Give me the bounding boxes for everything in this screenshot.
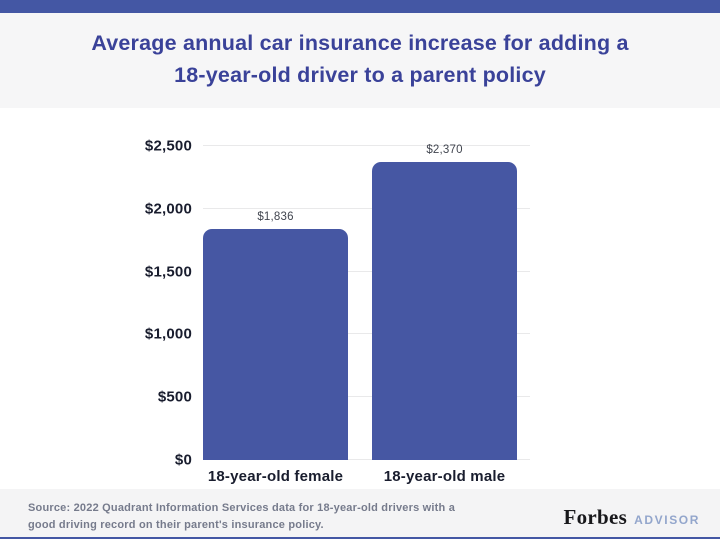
- x-category-label: 18-year-old female: [207, 468, 344, 485]
- bar-2: [372, 162, 517, 460]
- gridline: [203, 207, 530, 209]
- chart-title-line-2: 18-year-old driver to a parent policy: [174, 62, 546, 87]
- chart-header: Average annual car insurance increase fo…: [0, 13, 720, 108]
- gridline: [203, 396, 530, 398]
- y-tick-label: $2,000: [144, 200, 192, 218]
- y-tick-label: $2,500: [144, 137, 192, 155]
- gridline: [203, 459, 530, 460]
- y-tick-label: $1,000: [144, 325, 192, 343]
- forbes-wordmark: Forbes: [563, 505, 628, 529]
- x-axis: 18-year-old female 18-year-old male: [203, 468, 530, 490]
- plot-area: $1,836 $2,370: [203, 144, 530, 460]
- top-accent-bar: [0, 0, 720, 14]
- bar-value-label: $2,370: [426, 144, 463, 157]
- advisor-wordmark: ADVISOR: [634, 513, 700, 527]
- source-line-2: good driving record on their parent's in…: [28, 519, 324, 531]
- y-tick-label: $0: [174, 451, 192, 469]
- gridline: [203, 270, 530, 272]
- bottom-accent-bar: [0, 537, 720, 539]
- chart-title-line-1: Average annual car insurance increase fo…: [91, 30, 629, 55]
- y-tick-label: $1,500: [144, 263, 192, 281]
- gridline: [203, 145, 530, 146]
- bar-1: [203, 229, 348, 460]
- source-note: Source: 2022 Quadrant Information Servic…: [28, 500, 455, 534]
- y-tick-label: $500: [157, 388, 192, 406]
- x-category-label: 18-year-old male: [383, 468, 506, 485]
- source-line-1: Source: 2022 Quadrant Information Servic…: [28, 502, 456, 514]
- bar-chart: $0 $500 $1,000 $1,500 $2,000 $2,500 $1,836 $2,…: [0, 108, 720, 489]
- y-axis: $0 $500 $1,000 $1,500 $2,000 $2,500: [0, 138, 192, 469]
- forbes-advisor-logo: Forbes ADVISOR: [564, 505, 701, 530]
- footer: Source: 2022 Quadrant Information Servic…: [0, 489, 720, 539]
- gridline: [203, 333, 530, 335]
- bar-value-label: $1,836: [257, 211, 294, 224]
